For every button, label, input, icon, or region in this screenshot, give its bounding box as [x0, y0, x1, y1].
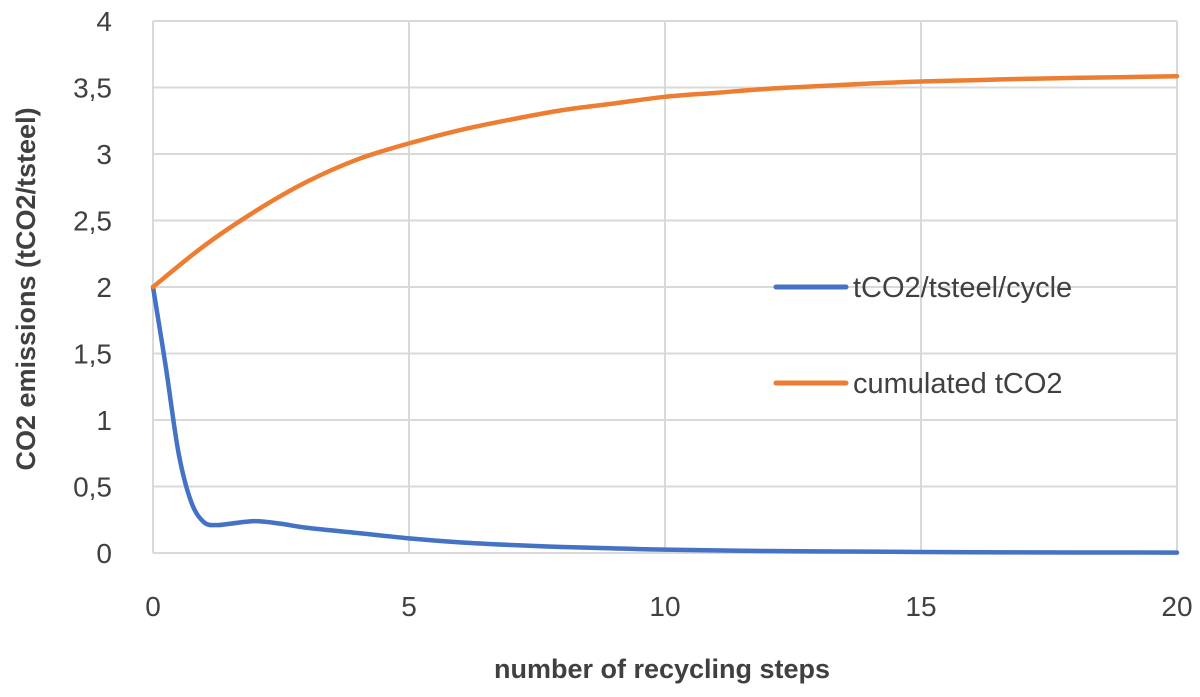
legend: tCO2/tsteel/cycle cumulated tCO2 [773, 272, 1072, 400]
gridlines [152, 20, 1178, 554]
legend-label: cumulated tCO2 [853, 368, 1063, 400]
y-axis-title: CO2 emissions (tCO2/tsteel) [11, 107, 41, 470]
y-tick-label: 1 [96, 405, 112, 436]
x-tick-label: 15 [905, 591, 936, 622]
y-tick-label: 2 [96, 272, 112, 303]
y-axis-ticks: 0 0,5 1 1,5 2 2,5 3 3,5 4 [73, 6, 112, 569]
x-tick-label: 0 [145, 591, 161, 622]
y-tick-label: 3,5 [73, 73, 112, 104]
y-tick-label: 3 [96, 139, 112, 170]
x-axis-title: number of recycling steps [494, 654, 830, 684]
x-tick-label: 10 [649, 591, 680, 622]
y-tick-label: 0 [96, 538, 112, 569]
y-tick-label: 2,5 [73, 206, 112, 237]
series-line-cumulated [150, 73, 1180, 290]
legend-label: tCO2/tsteel/cycle [853, 272, 1072, 304]
x-tick-label: 20 [1161, 591, 1192, 622]
y-tick-label: 4 [96, 6, 112, 37]
series-line-per-cycle [150, 284, 1180, 555]
x-axis-ticks: 0 5 10 15 20 [145, 591, 1192, 622]
y-tick-label: 0,5 [73, 472, 112, 503]
series-lines [150, 73, 1180, 555]
x-tick-label: 5 [401, 591, 417, 622]
y-tick-label: 1,5 [73, 339, 112, 370]
